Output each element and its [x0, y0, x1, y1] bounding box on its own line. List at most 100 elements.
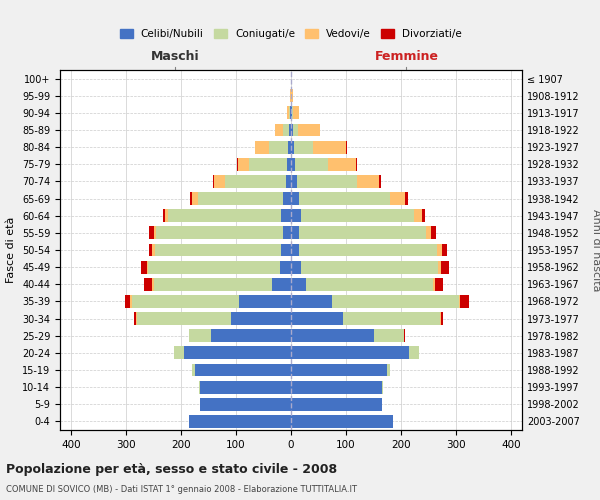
Bar: [390, 192, 406, 205]
Bar: [287, 106, 289, 120]
Bar: [137, 312, 230, 325]
Bar: [290, 90, 291, 102]
Bar: [409, 346, 419, 360]
Text: Popolazione per età, sesso e stato civile - 2008: Popolazione per età, sesso e stato civil…: [6, 462, 337, 475]
Bar: [163, 210, 165, 222]
Bar: [343, 312, 439, 325]
Bar: [291, 312, 343, 325]
Bar: [406, 192, 407, 205]
Bar: [298, 124, 320, 136]
Bar: [289, 106, 290, 120]
Bar: [131, 295, 239, 308]
Bar: [281, 244, 291, 256]
Bar: [328, 158, 356, 170]
Bar: [291, 90, 293, 102]
Bar: [283, 124, 289, 136]
Bar: [200, 398, 291, 410]
Bar: [293, 106, 299, 120]
Bar: [346, 140, 347, 153]
Text: COMUNE DI SOVICO (MB) - Dati ISTAT 1° gennaio 2008 - Elaborazione TUTTITALIA.IT: COMUNE DI SOVICO (MB) - Dati ISTAT 1° ge…: [6, 485, 357, 494]
Bar: [189, 330, 211, 342]
Bar: [426, 226, 431, 239]
Y-axis label: Fasce di età: Fasce di età: [7, 217, 16, 283]
Bar: [291, 260, 301, 274]
Bar: [431, 226, 436, 239]
Bar: [214, 175, 225, 188]
Bar: [192, 192, 197, 205]
Bar: [272, 278, 291, 290]
Bar: [147, 260, 148, 274]
Bar: [373, 330, 404, 342]
Bar: [379, 175, 380, 188]
Bar: [144, 278, 152, 290]
Bar: [292, 106, 293, 120]
Bar: [291, 158, 295, 170]
Bar: [225, 175, 286, 188]
Bar: [152, 278, 154, 290]
Bar: [291, 226, 299, 239]
Bar: [291, 364, 387, 376]
Bar: [301, 210, 413, 222]
Bar: [169, 210, 281, 222]
Bar: [255, 140, 269, 153]
Bar: [291, 140, 294, 153]
Bar: [437, 244, 442, 256]
Bar: [313, 140, 346, 153]
Bar: [291, 330, 373, 342]
Bar: [142, 260, 147, 274]
Bar: [149, 226, 154, 239]
Bar: [291, 415, 393, 428]
Bar: [280, 260, 291, 274]
Bar: [195, 364, 291, 376]
Bar: [239, 295, 291, 308]
Bar: [189, 415, 291, 428]
Bar: [248, 158, 287, 170]
Bar: [190, 192, 192, 205]
Bar: [286, 175, 291, 188]
Bar: [356, 158, 357, 170]
Bar: [460, 295, 469, 308]
Bar: [199, 380, 200, 394]
Bar: [433, 278, 434, 290]
Bar: [165, 210, 169, 222]
Text: Maschi: Maschi: [151, 50, 200, 63]
Bar: [291, 192, 299, 205]
Bar: [439, 312, 440, 325]
Bar: [269, 140, 288, 153]
Bar: [387, 364, 390, 376]
Legend: Celibi/Nubili, Coniugati/e, Vedovi/e, Divorziati/e: Celibi/Nubili, Coniugati/e, Vedovi/e, Di…: [116, 25, 466, 43]
Bar: [299, 192, 390, 205]
Bar: [332, 295, 459, 308]
Bar: [307, 278, 433, 290]
Bar: [211, 330, 291, 342]
Y-axis label: Anni di nascita: Anni di nascita: [590, 209, 600, 291]
Bar: [439, 260, 441, 274]
Bar: [283, 192, 291, 205]
Bar: [299, 244, 437, 256]
Bar: [149, 244, 152, 256]
Bar: [291, 124, 293, 136]
Bar: [283, 226, 291, 239]
Bar: [281, 210, 291, 222]
Bar: [296, 175, 357, 188]
Bar: [291, 346, 409, 360]
Bar: [156, 226, 283, 239]
Bar: [295, 158, 328, 170]
Bar: [275, 124, 283, 136]
Bar: [184, 346, 291, 360]
Bar: [382, 380, 383, 394]
Bar: [291, 210, 301, 222]
Bar: [291, 398, 382, 410]
Bar: [155, 244, 281, 256]
Bar: [293, 124, 298, 136]
Bar: [441, 260, 449, 274]
Bar: [291, 278, 307, 290]
Bar: [236, 158, 238, 170]
Bar: [440, 312, 443, 325]
Bar: [291, 295, 332, 308]
Bar: [152, 244, 155, 256]
Bar: [434, 278, 443, 290]
Bar: [230, 312, 291, 325]
Bar: [136, 312, 137, 325]
Bar: [288, 140, 291, 153]
